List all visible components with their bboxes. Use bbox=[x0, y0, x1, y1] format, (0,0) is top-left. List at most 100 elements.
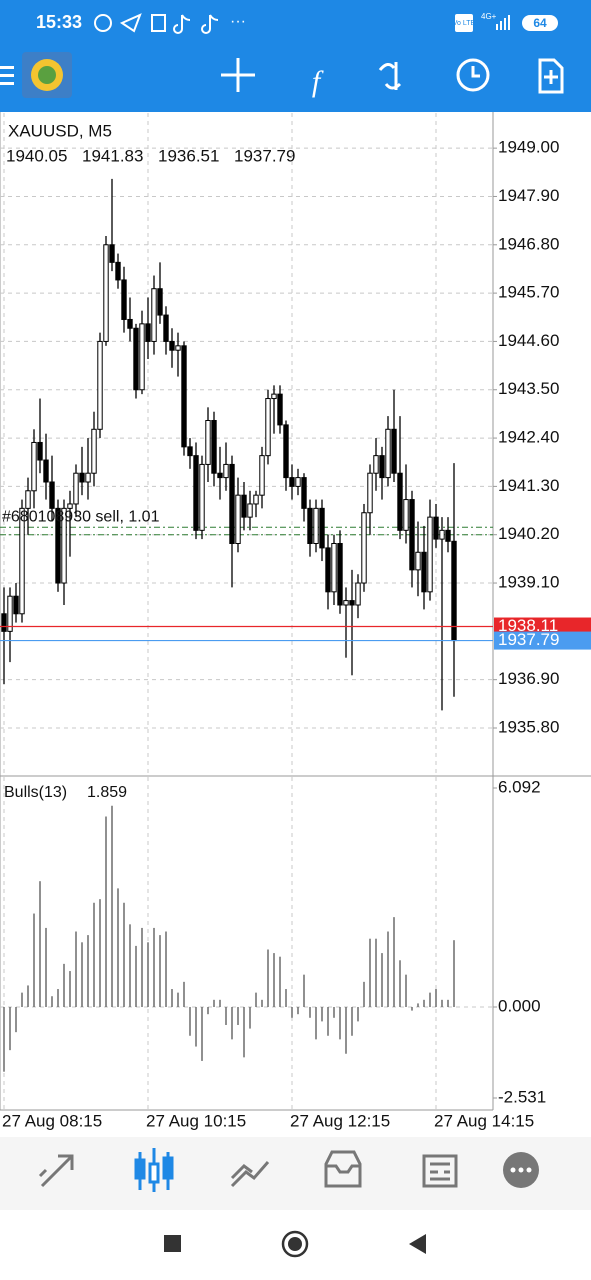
indicator-tick-label: -2.531 bbox=[498, 1087, 546, 1106]
candle-body bbox=[433, 516, 439, 540]
y-tick-label: 1944.60 bbox=[498, 331, 559, 350]
news-tab[interactable] bbox=[422, 1154, 458, 1188]
candle-body bbox=[379, 455, 385, 479]
chart: XAUUSD, M5 1940.05 1941.83 1936.51 1937.… bbox=[0, 112, 591, 1130]
candle-body bbox=[385, 428, 391, 479]
app-logo[interactable] bbox=[22, 52, 72, 98]
candle-body bbox=[229, 463, 235, 544]
candle-body bbox=[217, 472, 223, 479]
candle-body bbox=[145, 323, 151, 342]
candle-body bbox=[37, 441, 43, 461]
ask-label: 1938.11 bbox=[498, 616, 558, 635]
y-tick-label: 1941.30 bbox=[498, 476, 559, 495]
y-tick-label: 1947.90 bbox=[498, 186, 559, 205]
network-type: 4G+ bbox=[481, 12, 497, 21]
candle-body bbox=[7, 595, 13, 632]
candle-body bbox=[91, 428, 97, 474]
candle-body bbox=[181, 345, 187, 448]
quotes-tab[interactable] bbox=[38, 1154, 74, 1188]
candle-body bbox=[85, 472, 91, 483]
candle-body bbox=[337, 542, 343, 606]
menu-button[interactable] bbox=[0, 66, 14, 85]
y-tick-label: 1946.80 bbox=[498, 234, 559, 253]
nav-home[interactable] bbox=[281, 1230, 309, 1258]
bid-tag bbox=[494, 631, 591, 650]
candle-body bbox=[163, 314, 169, 342]
indicator-value: 1.859 bbox=[87, 784, 127, 801]
candle-body bbox=[265, 398, 271, 457]
crosshair-button[interactable] bbox=[221, 58, 255, 92]
candle-body bbox=[49, 481, 55, 509]
candle-body bbox=[325, 547, 331, 593]
ohlc-high: 1941.83 bbox=[82, 146, 143, 165]
timeframe-button[interactable] bbox=[456, 58, 490, 92]
trade-button[interactable] bbox=[378, 62, 402, 90]
history-tab[interactable] bbox=[324, 1150, 362, 1188]
candle-body bbox=[211, 419, 217, 474]
y-tick-label: 1942.40 bbox=[498, 428, 559, 447]
candle-body bbox=[295, 477, 301, 487]
candle-body bbox=[313, 507, 319, 544]
y-tick-label: 1945.70 bbox=[498, 283, 559, 302]
chat-tab[interactable] bbox=[503, 1152, 539, 1188]
x-tick-label: 27 Aug 12:15 bbox=[290, 1111, 390, 1130]
candle-body bbox=[391, 428, 397, 474]
candle-body bbox=[283, 424, 289, 479]
candle-body bbox=[331, 542, 337, 593]
chart-tab[interactable] bbox=[134, 1148, 174, 1192]
candle-body bbox=[187, 446, 193, 457]
candle-body bbox=[355, 582, 361, 606]
ohlc-close: 1937.79 bbox=[234, 146, 295, 165]
candle-body bbox=[193, 455, 199, 531]
nav-back[interactable] bbox=[409, 1234, 426, 1254]
candle-body bbox=[73, 472, 79, 505]
x-tick-label: 27 Aug 10:15 bbox=[146, 1111, 246, 1130]
ask-tag bbox=[494, 617, 591, 636]
candle-body bbox=[235, 494, 241, 544]
candle-body bbox=[409, 499, 415, 571]
symbol-label: XAUUSD, M5 bbox=[8, 121, 112, 140]
candle-body bbox=[61, 507, 67, 584]
candle-body bbox=[1, 613, 7, 632]
candle-body bbox=[139, 323, 145, 391]
status-icons bbox=[94, 13, 219, 34]
candle-body bbox=[343, 600, 349, 606]
candle-body bbox=[241, 494, 247, 518]
status-time: 15:33 bbox=[36, 12, 82, 32]
candle-body bbox=[151, 288, 157, 342]
candle-body bbox=[223, 463, 229, 479]
signal bbox=[496, 15, 510, 30]
candle-body bbox=[43, 459, 49, 483]
nav-recents[interactable] bbox=[164, 1235, 181, 1252]
x-tick-label: 27 Aug 14:15 bbox=[434, 1111, 534, 1130]
candle-body bbox=[247, 503, 253, 518]
candle-body bbox=[13, 595, 19, 615]
y-tick-label: 1940.20 bbox=[498, 524, 559, 543]
indicator-tick-label: 6.092 bbox=[498, 777, 541, 796]
bottom-bar bbox=[0, 1137, 591, 1210]
volte-box bbox=[455, 14, 473, 32]
candle-body bbox=[445, 529, 451, 542]
candle-body bbox=[253, 494, 259, 505]
candle-body bbox=[415, 551, 421, 571]
candle-body bbox=[115, 261, 121, 281]
candle-body bbox=[109, 244, 115, 263]
volte-text: Vo LTE bbox=[453, 20, 476, 27]
candle-body bbox=[367, 472, 373, 514]
candle-body bbox=[361, 512, 367, 584]
candle-body bbox=[373, 455, 379, 474]
candle-body bbox=[403, 499, 409, 531]
indicator-name: Bulls(13) bbox=[4, 784, 67, 801]
candle-body bbox=[421, 551, 427, 593]
candle-body bbox=[307, 507, 313, 544]
candle-body bbox=[157, 288, 163, 316]
candle-body bbox=[319, 507, 325, 549]
new-order-button[interactable] bbox=[538, 58, 564, 94]
y-tick-label: 1936.90 bbox=[498, 669, 559, 688]
candle-body bbox=[277, 393, 283, 426]
battery-level: 64 bbox=[533, 16, 547, 30]
candle-body bbox=[175, 345, 181, 351]
trade-tab[interactable] bbox=[230, 1161, 270, 1188]
